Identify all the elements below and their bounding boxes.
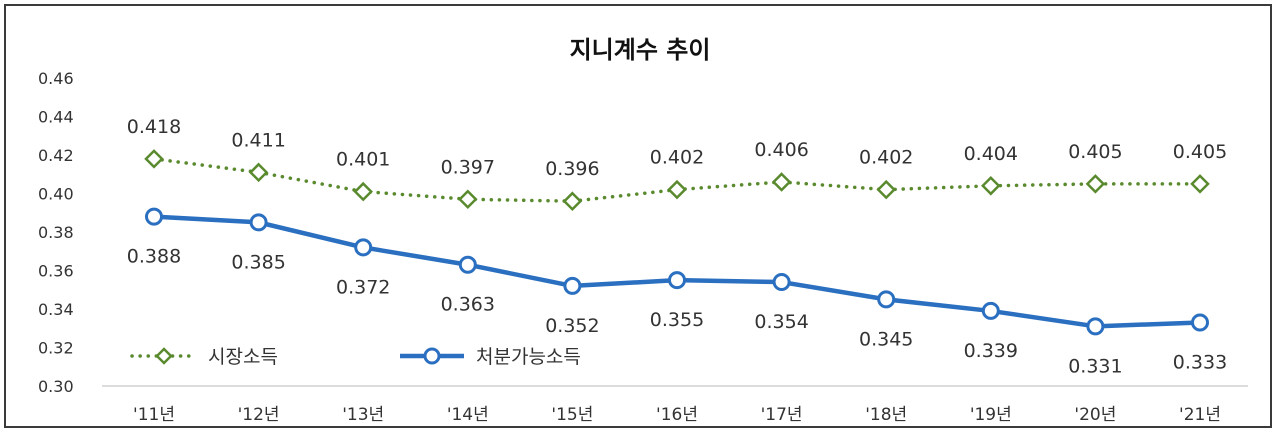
- data-point-marker: [145, 207, 163, 226]
- data-label: 0.331: [1068, 355, 1122, 377]
- data-point-marker: [248, 162, 269, 183]
- data-label: 0.405: [1068, 141, 1122, 163]
- data-point-marker: [563, 276, 582, 295]
- y-tick-label: 0.40: [38, 185, 74, 204]
- data-point-marker: [981, 301, 1000, 320]
- data-label: 0.355: [650, 309, 704, 331]
- data-label: 0.404: [964, 143, 1018, 165]
- y-tick-label: 0.44: [38, 108, 74, 127]
- series-2: 0.388 0.385 0.372 0.363 0.352 0.355 0.354 0.345…: [127, 207, 1227, 377]
- series-layer: 0.418 0.411 0.401 0.397 0.396 0.402 0.406 0.402…: [127, 116, 1227, 377]
- data-label: 0.354: [754, 311, 808, 333]
- y-tick-label: 0.30: [38, 377, 74, 396]
- y-tick-label: 0.36: [38, 262, 74, 281]
- legend-item: 처분가능소득: [400, 346, 581, 368]
- data-point-marker: [354, 238, 373, 257]
- data-point-marker: [458, 255, 477, 274]
- data-label: 0.402: [650, 147, 704, 169]
- data-point-marker: [562, 191, 583, 211]
- data-label: 0.385: [231, 251, 285, 273]
- x-tick-label: '18년: [865, 405, 907, 425]
- legend-marker: [155, 347, 173, 365]
- data-label: 0.405: [1173, 141, 1227, 163]
- data-point-marker: [668, 271, 686, 290]
- legend-item: 시장소득: [130, 346, 278, 368]
- x-tick-label: '21년: [1179, 405, 1221, 425]
- data-label: 0.345: [859, 328, 913, 350]
- data-label: 0.411: [231, 129, 285, 151]
- y-tick-label: 0.46: [38, 69, 74, 88]
- x-tick-label: '11년: [133, 405, 175, 425]
- data-point-marker: [458, 189, 478, 210]
- y-axis: 0.30 0.32 0.34 0.36 0.38 0.40 0.42 0.44 0.46: [38, 69, 74, 396]
- y-tick-label: 0.42: [38, 146, 74, 165]
- data-label: 0.396: [545, 158, 599, 180]
- x-tick-label: '15년: [551, 405, 593, 425]
- data-point-marker: [249, 213, 268, 232]
- legend-marker: [423, 347, 441, 365]
- data-label: 0.333: [1173, 351, 1227, 373]
- chart-frame: [4, 4, 1272, 428]
- x-tick-label: '17년: [761, 405, 803, 425]
- chart-title: 지니계수 추이: [570, 36, 711, 64]
- y-tick-label: 0.38: [38, 223, 74, 242]
- data-point-marker: [771, 172, 792, 192]
- legend: 시장소득 처분가능소득: [130, 346, 581, 368]
- data-label: 0.388: [127, 246, 181, 268]
- data-label: 0.372: [336, 276, 390, 298]
- data-point-marker: [877, 290, 896, 309]
- data-label: 0.402: [859, 147, 913, 169]
- data-point-marker: [1086, 317, 1105, 336]
- x-tick-label: '19년: [970, 405, 1012, 425]
- data-point-marker: [353, 181, 373, 202]
- data-point-marker: [876, 179, 896, 200]
- data-label: 0.397: [441, 156, 495, 178]
- data-point-marker: [1085, 174, 1106, 194]
- data-point-marker: [1190, 174, 1210, 194]
- data-label: 0.406: [754, 139, 808, 161]
- legend-label: 시장소득: [208, 346, 278, 368]
- data-label: 0.401: [336, 149, 390, 171]
- data-point-marker: [144, 149, 164, 169]
- legend-label: 처분가능소득: [476, 346, 581, 368]
- x-tick-label: '16년: [656, 405, 698, 425]
- x-tick-label: '12년: [238, 405, 280, 425]
- y-tick-label: 0.32: [38, 339, 74, 358]
- y-tick-label: 0.34: [38, 300, 74, 319]
- x-tick-label: '20년: [1074, 405, 1116, 425]
- x-tick-label: '13년: [342, 405, 384, 425]
- data-label: 0.418: [127, 116, 181, 138]
- data-label: 0.339: [964, 340, 1018, 362]
- data-label: 0.352: [545, 315, 599, 337]
- data-point-marker: [772, 273, 791, 292]
- data-label: 0.363: [441, 294, 495, 316]
- x-axis: '11년 '12년 '13년 '14년 '15년 '16년 '17년 '18년 '19년 '20년…: [133, 405, 1221, 425]
- data-point-marker: [1191, 313, 1209, 332]
- data-point-marker: [667, 179, 687, 200]
- x-tick-label: '14년: [447, 405, 489, 425]
- series-1: 0.418 0.411 0.401 0.397 0.396 0.402 0.406 0.402…: [127, 116, 1227, 211]
- data-point-marker: [981, 176, 1001, 196]
